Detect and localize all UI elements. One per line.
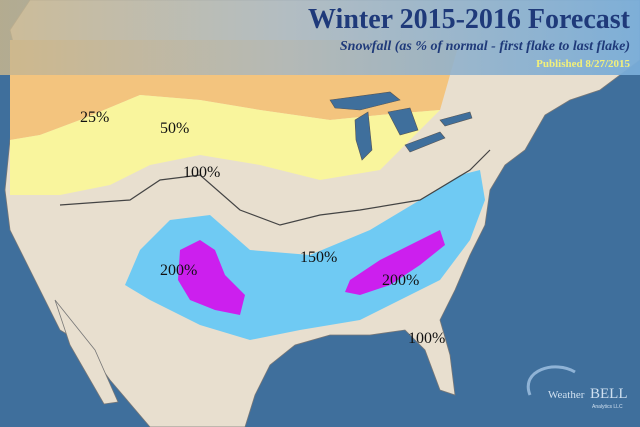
subtitle: Snowfall (as % of normal - first flake t… [340,39,630,54]
contour-label: 150% [300,249,337,266]
contour-label: 100% [183,164,220,181]
published: Published 8/27/2015 [536,58,630,70]
logo-name: Weather [548,389,585,401]
great-lakes [329,91,473,161]
zone-200 [345,230,445,295]
zone-200 [178,240,245,315]
logo-name: BELL [590,386,628,402]
logo: Weather BELL Analytics LLC [526,365,628,410]
contour-label: 25% [80,109,109,126]
title: Winter 2015-2016 Forecast [308,4,631,35]
contour-label: 50% [160,120,189,137]
logo-tagline: Analytics LLC [592,404,623,410]
zone-50 [10,95,440,195]
header-bar [0,0,640,75]
contour-100 [59,149,491,226]
contour-label: 200% [160,262,197,279]
contour-label: 100% [408,330,445,347]
logo-swirl [526,365,576,396]
contour-label: 200% [382,272,419,289]
baja [54,299,119,405]
